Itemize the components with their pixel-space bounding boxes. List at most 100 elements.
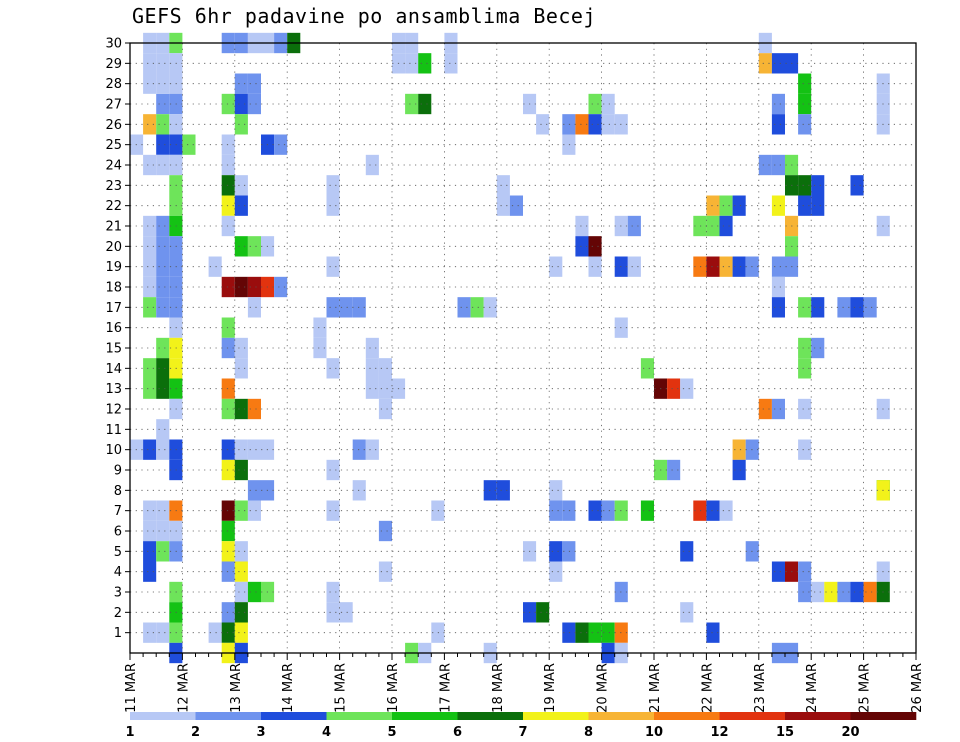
y-axis: 1234567891011121314151617181920212223242… <box>105 37 130 641</box>
heat-cell <box>326 297 340 318</box>
heat-cell <box>234 602 248 623</box>
heat-cell <box>234 541 248 562</box>
grid-layer <box>130 43 916 653</box>
heat-cell <box>156 256 170 277</box>
heat-cell <box>221 602 235 623</box>
heat-cell <box>156 622 170 643</box>
heat-cell <box>575 215 589 237</box>
y-tick-label: 27 <box>105 98 122 113</box>
heat-cell <box>719 215 733 237</box>
colorbar-label: 5 <box>387 725 396 740</box>
heat-cell <box>509 195 523 216</box>
heat-cell <box>247 297 261 318</box>
heat-cell <box>680 541 694 562</box>
heat-cell <box>247 73 261 94</box>
y-tick-label: 16 <box>105 321 122 336</box>
heat-cell <box>274 134 288 155</box>
heat-cell <box>811 297 825 318</box>
heat-cell <box>601 622 615 643</box>
heat-cell <box>143 561 157 582</box>
heat-cell <box>588 256 602 277</box>
heat-cell <box>156 520 170 542</box>
heat-cell <box>234 276 248 298</box>
heat-cell <box>208 622 222 643</box>
heat-cell <box>378 520 392 542</box>
heat-cell <box>365 154 379 176</box>
heat-cell <box>732 439 746 460</box>
heat-cell <box>247 480 261 501</box>
heat-cell <box>562 541 576 562</box>
y-tick-label: 10 <box>105 443 122 458</box>
heat-cell <box>221 622 235 643</box>
heat-cell <box>156 276 170 298</box>
heat-cell <box>667 378 681 399</box>
heat-cell <box>378 398 392 420</box>
heat-cell <box>326 500 340 521</box>
heat-cell <box>156 439 170 460</box>
heat-cell <box>562 114 576 135</box>
heat-cell <box>221 215 235 237</box>
heat-cell <box>221 561 235 582</box>
heat-cell <box>536 602 550 623</box>
heat-cell <box>771 398 785 420</box>
colorbar: 1 2 3 4 5 6 7 8 10 12 15 20 <box>125 712 917 740</box>
heat-cell <box>771 114 785 135</box>
heat-cell <box>247 398 261 420</box>
heat-cell <box>706 215 720 237</box>
heat-cell <box>496 175 510 196</box>
heat-cell <box>588 93 602 115</box>
heat-cell <box>680 378 694 399</box>
y-tick-label: 14 <box>105 362 122 377</box>
heat-cell <box>588 236 602 257</box>
heat-cell <box>143 378 157 399</box>
heat-cell <box>234 114 248 135</box>
heat-cell <box>326 358 340 379</box>
heat-cell <box>549 256 563 277</box>
heat-cell <box>693 215 707 237</box>
y-tick-label: 25 <box>105 138 122 153</box>
colorbar-label: 6 <box>453 725 462 740</box>
heat-cell <box>326 581 340 603</box>
heat-cell <box>693 500 707 521</box>
heat-cell <box>208 256 222 277</box>
y-tick-label: 7 <box>114 504 122 519</box>
heat-cell <box>221 317 235 338</box>
heat-cell <box>562 622 576 643</box>
heat-cell <box>143 215 157 237</box>
x-tick-label: 24 MAR <box>805 663 820 713</box>
heat-cell <box>798 114 812 135</box>
x-tick-label: 19 MAR <box>543 663 558 713</box>
heat-cell <box>798 398 812 420</box>
heat-cell <box>156 154 170 176</box>
cells-layer <box>130 32 890 664</box>
heat-cell <box>234 398 248 420</box>
heat-cell <box>234 93 248 115</box>
heat-cell <box>143 297 157 318</box>
colorbar-swatch <box>457 712 524 720</box>
heat-cell <box>771 53 785 74</box>
chart-title: GEFS 6hr padavine po ansamblima Becej <box>132 4 597 28</box>
heat-cell <box>837 581 851 603</box>
heat-cell <box>575 236 589 257</box>
heat-cell <box>771 195 785 216</box>
colorbar-swatch <box>326 712 393 720</box>
heat-cell <box>156 73 170 94</box>
heat-cell <box>798 561 812 582</box>
heat-cell <box>405 53 419 74</box>
x-tick-label: 26 MAR <box>910 663 925 713</box>
heat-cell <box>234 175 248 196</box>
heat-cell <box>156 215 170 237</box>
y-tick-label: 13 <box>105 382 122 397</box>
heat-cell <box>143 439 157 460</box>
heat-cell <box>352 480 366 501</box>
heat-cell <box>156 541 170 562</box>
heat-cell <box>221 337 235 359</box>
heat-cell <box>667 459 681 481</box>
y-tick-label: 17 <box>105 301 122 316</box>
heat-cell <box>627 256 641 277</box>
heat-cell <box>143 500 157 521</box>
heat-cell <box>470 297 484 318</box>
colorbar-swatch <box>850 712 917 720</box>
heat-cell <box>418 53 432 74</box>
